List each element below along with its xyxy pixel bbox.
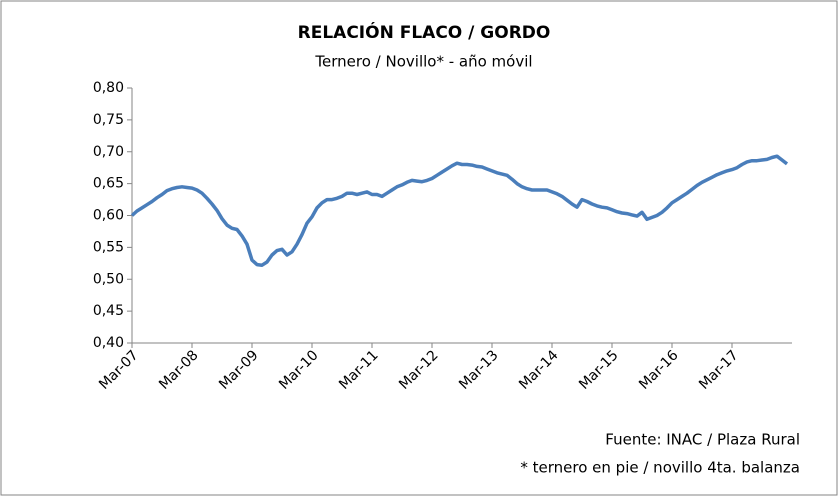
chart-subtitle: Ternero / Novillo* - año móvil xyxy=(314,53,532,71)
y-tick-label: 0,80 xyxy=(93,80,124,96)
y-tick-label: 0,50 xyxy=(93,271,124,287)
y-tick-label: 0,65 xyxy=(93,176,124,192)
y-tick-label: 0,60 xyxy=(93,208,124,224)
y-tick-label: 0,55 xyxy=(93,239,124,255)
chart-title: RELACIÓN FLACO / GORDO xyxy=(298,21,551,43)
data-line xyxy=(130,154,789,267)
source-note: Fuente: INAC / Plaza Rural xyxy=(605,431,800,449)
y-tick-label: 0,40 xyxy=(93,335,124,351)
footnote: * ternero en pie / novillo 4ta. balanza xyxy=(520,459,800,477)
y-tick-label: 0,70 xyxy=(93,144,124,160)
y-tick-label: 0,75 xyxy=(93,112,124,128)
y-tick-label: 0,45 xyxy=(93,303,124,319)
